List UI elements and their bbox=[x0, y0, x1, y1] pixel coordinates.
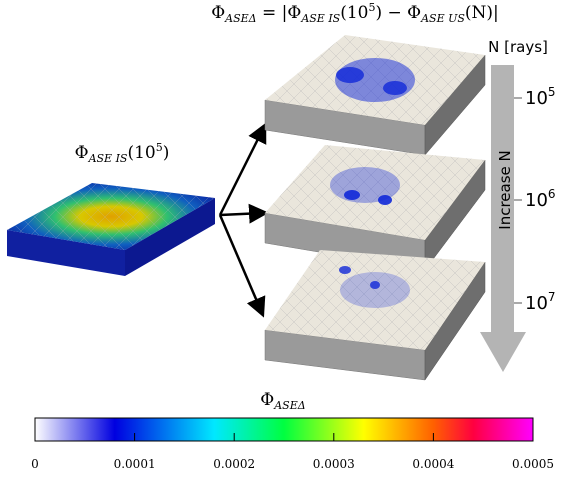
t: (N)| bbox=[465, 3, 499, 23]
axis-label: N [rays] bbox=[488, 38, 548, 56]
slab-side bbox=[424, 261, 486, 381]
colorbar-tick-label: 0.0002 bbox=[213, 457, 255, 471]
t: Φ bbox=[260, 390, 274, 410]
hotspot bbox=[336, 67, 364, 83]
t: ASE US bbox=[420, 12, 465, 25]
level-label: 107 bbox=[525, 290, 556, 314]
hotspot bbox=[370, 281, 380, 289]
level-label: 106 bbox=[525, 187, 556, 211]
hotspot bbox=[344, 190, 360, 200]
t: (10 bbox=[127, 143, 155, 163]
t: Φ bbox=[211, 3, 225, 23]
arrow-label: Increase N bbox=[496, 150, 514, 229]
colorbar-tick-label: 0.0003 bbox=[313, 457, 355, 471]
t: (10 bbox=[340, 3, 368, 23]
t: ) − Φ bbox=[375, 3, 421, 23]
colorbar-label: ΦASEΔ bbox=[260, 390, 305, 412]
hotspot bbox=[378, 195, 392, 205]
increase-arrow: Increase N bbox=[480, 65, 526, 372]
t: 5 bbox=[368, 1, 375, 14]
level-base: 10 bbox=[525, 293, 548, 314]
colorbar-tick-label: 0.0004 bbox=[412, 457, 454, 471]
hotspot bbox=[383, 81, 407, 95]
level-label: 105 bbox=[525, 85, 556, 109]
colorbar-tick-label: 0.0005 bbox=[512, 457, 554, 471]
t: ASE IS bbox=[88, 152, 128, 165]
slab-mesh bbox=[265, 145, 485, 240]
level-exp: 5 bbox=[548, 85, 556, 99]
colorbar-tick-label: 0 bbox=[31, 457, 39, 471]
t: = |Φ bbox=[257, 3, 302, 23]
reference-slab bbox=[7, 183, 215, 276]
t: ASEΔ bbox=[224, 12, 256, 25]
hotspot bbox=[339, 266, 351, 274]
level-exp: 6 bbox=[548, 187, 556, 201]
t: ASE IS bbox=[300, 12, 340, 25]
title: ΦASEΔ = |ΦASE IS(105) − ΦASE US(N)| bbox=[211, 1, 499, 25]
difference-slabs bbox=[264, 35, 486, 381]
t: ) bbox=[163, 143, 170, 163]
reference-label: ΦASE IS(105) bbox=[75, 141, 170, 165]
level-exp: 7 bbox=[548, 290, 556, 304]
slab-mesh bbox=[265, 250, 485, 350]
t: 5 bbox=[156, 141, 163, 154]
colorbar-tick-label: 0.0001 bbox=[114, 457, 156, 471]
level-ticks bbox=[514, 97, 522, 304]
t: Φ bbox=[75, 143, 89, 163]
t: ASEΔ bbox=[273, 399, 305, 412]
level-base: 10 bbox=[525, 190, 548, 211]
slab-side bbox=[424, 54, 486, 156]
colorbar-ticks: 0 0.0001 0.0002 0.0003 0.0004 0.0005 bbox=[31, 433, 554, 471]
colorbar bbox=[34, 417, 534, 442]
hotspot bbox=[340, 272, 410, 308]
arrows bbox=[218, 122, 269, 318]
level-base: 10 bbox=[525, 88, 548, 109]
